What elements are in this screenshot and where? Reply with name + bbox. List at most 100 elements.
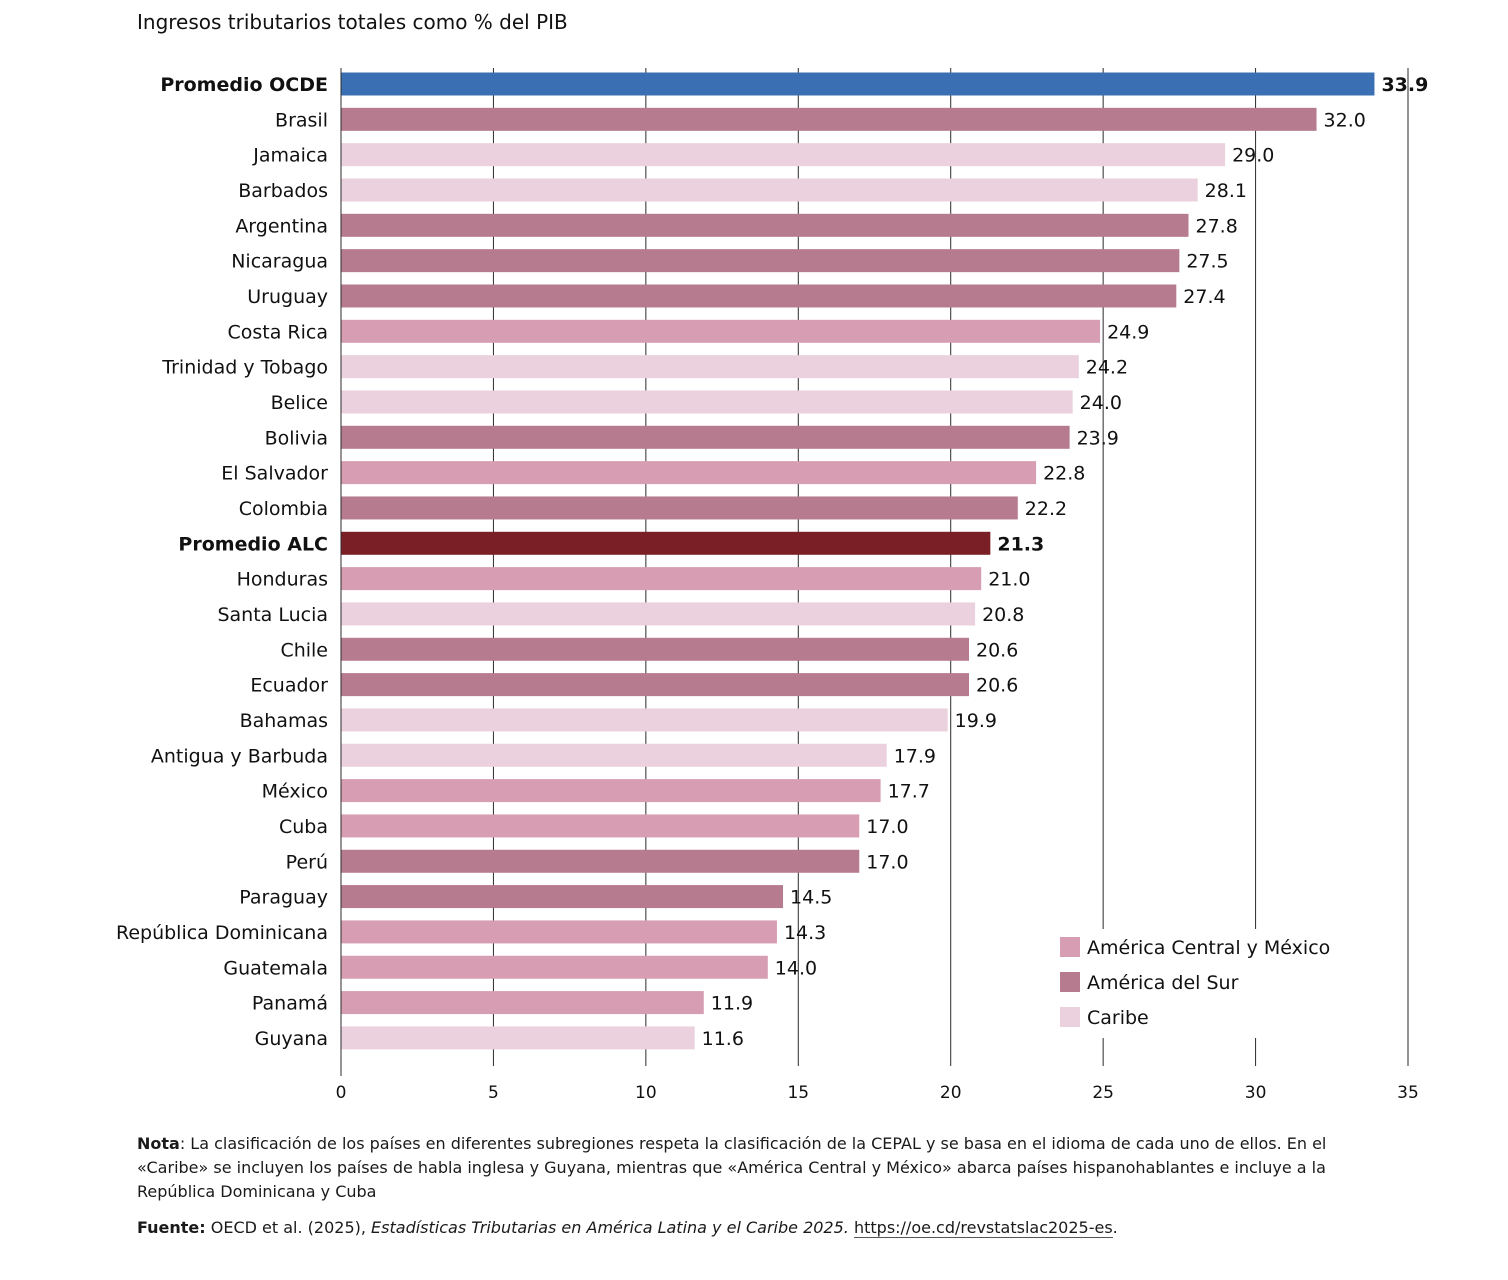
data-label: 28.1 [1205, 180, 1247, 202]
category-label: Guyana [255, 1028, 328, 1050]
bar [341, 1026, 695, 1050]
category-label: El Salvador [221, 463, 328, 485]
note-text: : La clasificación de los países en dife… [137, 1134, 1327, 1201]
legend-swatch [1060, 972, 1080, 992]
bar [341, 708, 948, 732]
source-label: Fuente: [137, 1218, 206, 1237]
data-label: 32.0 [1324, 109, 1366, 131]
x-tick-label: 35 [1397, 1083, 1419, 1103]
bars: Promedio OCDE 33.9 Brasil 32.0 Jamaica 29.0 Ba… [116, 72, 1428, 1050]
category-label: Paraguay [239, 887, 328, 909]
category-label: Brasil [275, 109, 328, 131]
category-label: Perú [286, 851, 328, 873]
data-label: 23.9 [1077, 427, 1119, 449]
data-label: 21.3 [997, 533, 1044, 555]
data-label: 33.9 [1381, 74, 1428, 96]
data-label: 24.0 [1080, 392, 1122, 414]
category-label: Antigua y Barbuda [151, 745, 328, 767]
source: Fuente: OECD et al. (2025), Estadísticas… [137, 1216, 1367, 1240]
category-label: Nicaragua [231, 251, 328, 273]
source-link[interactable]: https://oe.cd/revstatslac2025-es [853, 1218, 1113, 1238]
bar [341, 72, 1375, 96]
bar [341, 319, 1101, 343]
data-label: 11.9 [711, 993, 753, 1015]
category-label: Barbados [238, 180, 328, 202]
category-label: Panamá [252, 993, 328, 1015]
x-tick-label: 25 [1092, 1083, 1114, 1103]
category-label: Colombia [239, 498, 328, 520]
bar [341, 849, 860, 873]
bar [341, 249, 1180, 273]
x-tick-label: 20 [940, 1083, 962, 1103]
legend: América Central y México América del Sur C… [1054, 929, 1374, 1038]
legend-label: Caribe [1087, 1007, 1149, 1029]
legend-swatch [1060, 1007, 1080, 1027]
bar [341, 673, 970, 697]
x-tick-label: 0 [336, 1083, 347, 1103]
category-label: Costa Rica [228, 321, 329, 343]
legend-swatch [1060, 937, 1080, 957]
category-label: Promedio OCDE [160, 74, 328, 96]
category-label: Bolivia [265, 427, 328, 449]
data-label: 27.5 [1186, 251, 1228, 273]
source-title: Estadísticas Tributarias en América Lati… [371, 1218, 849, 1237]
x-tick-label: 10 [635, 1083, 657, 1103]
bar [341, 779, 881, 803]
category-label: Uruguay [247, 286, 328, 308]
data-label: 22.2 [1025, 498, 1067, 520]
category-label: Trinidad y Tobago [161, 357, 328, 379]
source-text: OECD et al. (2025), [205, 1218, 372, 1237]
data-label: 17.0 [866, 851, 908, 873]
data-label: 17.9 [894, 745, 936, 767]
category-label: Jamaica [252, 145, 328, 167]
category-label: Chile [280, 639, 328, 661]
bar [341, 743, 887, 767]
bar [341, 885, 784, 909]
x-axis: 0 5 10 15 20 25 30 35 [336, 68, 1419, 1103]
x-tick-label: 30 [1245, 1083, 1267, 1103]
bar [341, 425, 1070, 449]
category-label: Honduras [237, 569, 328, 591]
data-label: 19.9 [955, 710, 997, 732]
category-label: Promedio ALC [178, 533, 328, 555]
bar [341, 284, 1177, 308]
bar [341, 461, 1037, 485]
bar [341, 920, 777, 944]
data-label: 27.4 [1183, 286, 1225, 308]
category-label: México [262, 781, 328, 803]
legend-background [1054, 929, 1374, 1038]
x-tick-label: 5 [488, 1083, 499, 1103]
data-label: 20.8 [982, 604, 1024, 626]
data-label: 17.0 [866, 816, 908, 838]
data-label: 27.8 [1196, 215, 1238, 237]
legend-label: América Central y México [1087, 937, 1330, 959]
category-label: Argentina [235, 215, 328, 237]
data-label: 21.0 [988, 569, 1030, 591]
bar [341, 567, 982, 591]
data-label: 14.0 [775, 957, 817, 979]
bar [341, 107, 1317, 131]
source-end: . [1112, 1218, 1118, 1237]
legend-label: América del Sur [1087, 972, 1239, 994]
bar [341, 496, 1018, 520]
note: Nota: La clasificación de los países en … [137, 1132, 1367, 1204]
bar [341, 213, 1189, 237]
bar [341, 637, 970, 661]
category-label: Santa Lucia [217, 604, 328, 626]
data-label: 20.6 [976, 675, 1018, 697]
bar [341, 355, 1079, 379]
data-label: 24.9 [1107, 321, 1149, 343]
category-label: Ecuador [250, 675, 328, 697]
bar [341, 955, 768, 979]
data-label: 24.2 [1086, 357, 1128, 379]
category-label: Cuba [279, 816, 328, 838]
category-label: Guatemala [223, 957, 328, 979]
category-label: Bahamas [240, 710, 328, 732]
bar [341, 390, 1073, 414]
data-label: 29.0 [1232, 145, 1274, 167]
chart-title: Ingresos tributarios totales como % del … [137, 10, 568, 34]
bar [341, 531, 991, 555]
data-label: 14.3 [784, 922, 826, 944]
bar [341, 143, 1226, 167]
bar [341, 814, 860, 838]
